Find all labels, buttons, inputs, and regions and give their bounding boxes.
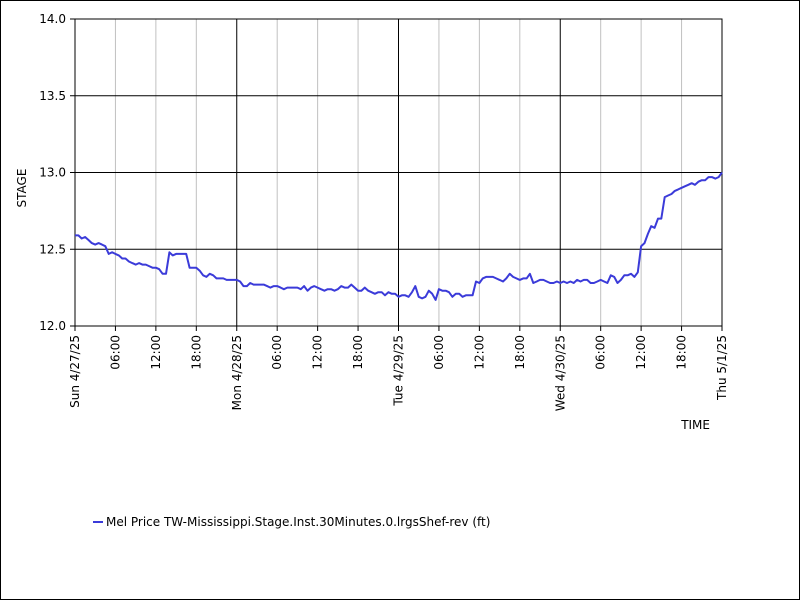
legend-label: Mel Price TW-Mississippi.Stage.Inst.30Mi… (106, 515, 491, 529)
x-hour-label: 12:00 (634, 335, 648, 370)
x-hour-label: 12:00 (472, 335, 486, 370)
y-axis-ticks: 12.0 12.5 13.0 13.5 14.0 (39, 12, 75, 333)
x-hour-label: 12:00 (149, 335, 163, 370)
y-axis-title: STAGE (15, 169, 29, 208)
series-layer (75, 171, 723, 301)
y-tick-label: 13.5 (39, 89, 66, 103)
x-hour-label: 18:00 (675, 335, 689, 370)
legend-swatch (93, 521, 103, 523)
y-tick-label: 12.5 (39, 242, 66, 256)
x-hour-label: 12:00 (311, 335, 325, 370)
x-day-label: Wed 4/30/25 (553, 335, 567, 411)
x-day-label: Tue 4/29/25 (392, 335, 406, 407)
x-hour-label: 06:00 (270, 335, 284, 370)
y-tick-label: 14.0 (39, 12, 66, 26)
x-day-label: Mon 4/28/25 (230, 335, 244, 410)
x-hour-label: 18:00 (513, 335, 527, 370)
x-axis-title: TIME (680, 418, 710, 432)
major-grid (75, 18, 722, 327)
x-hour-label: 18:00 (189, 335, 203, 370)
x-hour-label: 18:00 (351, 335, 365, 370)
y-tick-label: 12.0 (39, 319, 66, 333)
x-axis-ticks: Sun 4/27/25 06:00 12:00 18:00 Mon 4/28/25 06:… (68, 326, 729, 411)
series-line (75, 171, 723, 301)
x-hour-label: 06:00 (594, 335, 608, 370)
x-hour-label: 06:00 (432, 335, 446, 370)
y-tick-label: 13.0 (39, 166, 66, 180)
x-day-label: Sun 4/27/25 (68, 335, 82, 408)
x-day-label: Thu 5/1/25 (715, 335, 729, 401)
legend: Mel Price TW-Mississippi.Stage.Inst.30Mi… (93, 515, 490, 529)
x-hour-label: 06:00 (108, 335, 122, 370)
